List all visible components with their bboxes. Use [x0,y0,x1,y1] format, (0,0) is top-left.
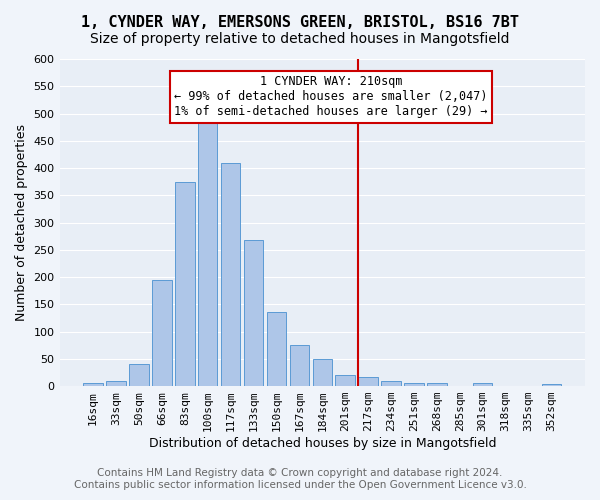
Bar [244,240,263,386]
Text: Contains HM Land Registry data © Crown copyright and database right 2024.
Contai: Contains HM Land Registry data © Crown c… [74,468,526,490]
Bar [358,377,378,386]
Bar [290,345,309,386]
Bar [404,383,424,386]
X-axis label: Distribution of detached houses by size in Mangotsfield: Distribution of detached houses by size … [149,437,496,450]
Bar [473,384,493,386]
Bar [198,119,217,386]
Bar [381,380,401,386]
Y-axis label: Number of detached properties: Number of detached properties [15,124,28,321]
Bar [313,359,332,386]
Text: 1, CYNDER WAY, EMERSONS GREEN, BRISTOL, BS16 7BT: 1, CYNDER WAY, EMERSONS GREEN, BRISTOL, … [81,15,519,30]
Bar [267,312,286,386]
Bar [152,280,172,386]
Bar [427,384,446,386]
Bar [335,375,355,386]
Bar [83,384,103,386]
Bar [106,380,126,386]
Bar [175,182,194,386]
Bar [542,384,561,386]
Text: Size of property relative to detached houses in Mangotsfield: Size of property relative to detached ho… [90,32,510,46]
Text: 1 CYNDER WAY: 210sqm
← 99% of detached houses are smaller (2,047)
1% of semi-det: 1 CYNDER WAY: 210sqm ← 99% of detached h… [174,76,488,118]
Bar [129,364,149,386]
Bar [221,162,241,386]
